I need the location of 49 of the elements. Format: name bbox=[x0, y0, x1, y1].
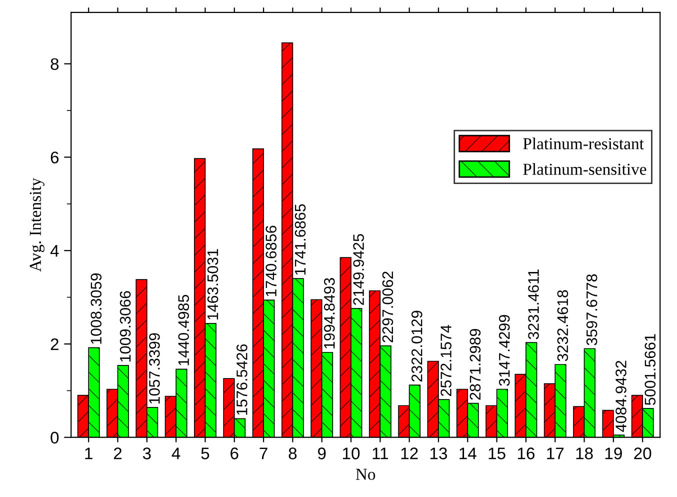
annotation: 2871.2989 bbox=[470, 329, 481, 400]
annotation: 2322.0129 bbox=[411, 310, 422, 382]
x-tick-label: 20 bbox=[634, 448, 652, 460]
x-tick-label: 6 bbox=[230, 448, 238, 460]
annotation: 3147.4299 bbox=[498, 314, 510, 386]
annotation: 5001.5661 bbox=[644, 334, 656, 406]
x-tick-label: 2 bbox=[114, 448, 122, 460]
y-tick-label: 8 bbox=[50, 58, 59, 70]
x-tick-label: 19 bbox=[605, 448, 622, 460]
annotation: 3597.6778 bbox=[586, 274, 598, 346]
x-tick-label: 12 bbox=[401, 448, 418, 460]
x-tick-label: 13 bbox=[430, 448, 448, 460]
y-tick-label: 4 bbox=[50, 245, 59, 257]
annotation: 1440.4985 bbox=[178, 294, 190, 366]
x-tick-label: 14 bbox=[460, 448, 476, 460]
y-tick-label: 2 bbox=[50, 338, 58, 350]
x-tick-label: 9 bbox=[318, 448, 326, 460]
y-axis-title: Avg. Intensity bbox=[30, 178, 44, 272]
annotation: 1008.3059 bbox=[90, 273, 102, 344]
x-tick-label: 8 bbox=[288, 448, 297, 460]
annotation: 2572.1574 bbox=[440, 324, 452, 396]
x-tick-label: 4 bbox=[172, 448, 180, 460]
annotation: 3231.4611 bbox=[528, 269, 539, 340]
annotation: 1994.8493 bbox=[324, 278, 335, 348]
x-tick-label: 3 bbox=[142, 448, 151, 460]
x-tick-label: 5 bbox=[201, 448, 210, 460]
legend-label: Platinum-sensitive bbox=[523, 163, 646, 175]
annotation: 4084.9432 bbox=[616, 360, 626, 432]
annotation: 1740.6856 bbox=[266, 226, 276, 296]
annotation: 2297.0062 bbox=[382, 272, 394, 342]
x-tick-label: 17 bbox=[547, 448, 564, 460]
x-tick-label: 7 bbox=[260, 448, 268, 460]
annotation: 2149.9425 bbox=[353, 234, 364, 305]
x-tick-label: 10 bbox=[343, 448, 360, 460]
x-tick-label: 15 bbox=[488, 448, 506, 460]
annotation: 1741.6865 bbox=[294, 204, 306, 275]
annotation: 1463.5031 bbox=[207, 249, 218, 320]
x-tick-label: 16 bbox=[518, 448, 534, 460]
x-tick-label: 18 bbox=[576, 448, 593, 460]
x-tick-label: 1 bbox=[85, 448, 92, 460]
y-tick-label: 0 bbox=[50, 432, 59, 444]
annotation: 1576.5426 bbox=[236, 344, 248, 415]
annotation: 3232.4618 bbox=[557, 290, 568, 362]
y-tick-label: 6 bbox=[50, 152, 59, 164]
legend-label: Platinum-resistant bbox=[523, 138, 644, 150]
annotation: 1009.3066 bbox=[120, 291, 131, 362]
annotation: 1057.3399 bbox=[149, 333, 160, 404]
x-axis-title: No bbox=[356, 468, 376, 480]
x-tick-label: 11 bbox=[372, 448, 388, 460]
